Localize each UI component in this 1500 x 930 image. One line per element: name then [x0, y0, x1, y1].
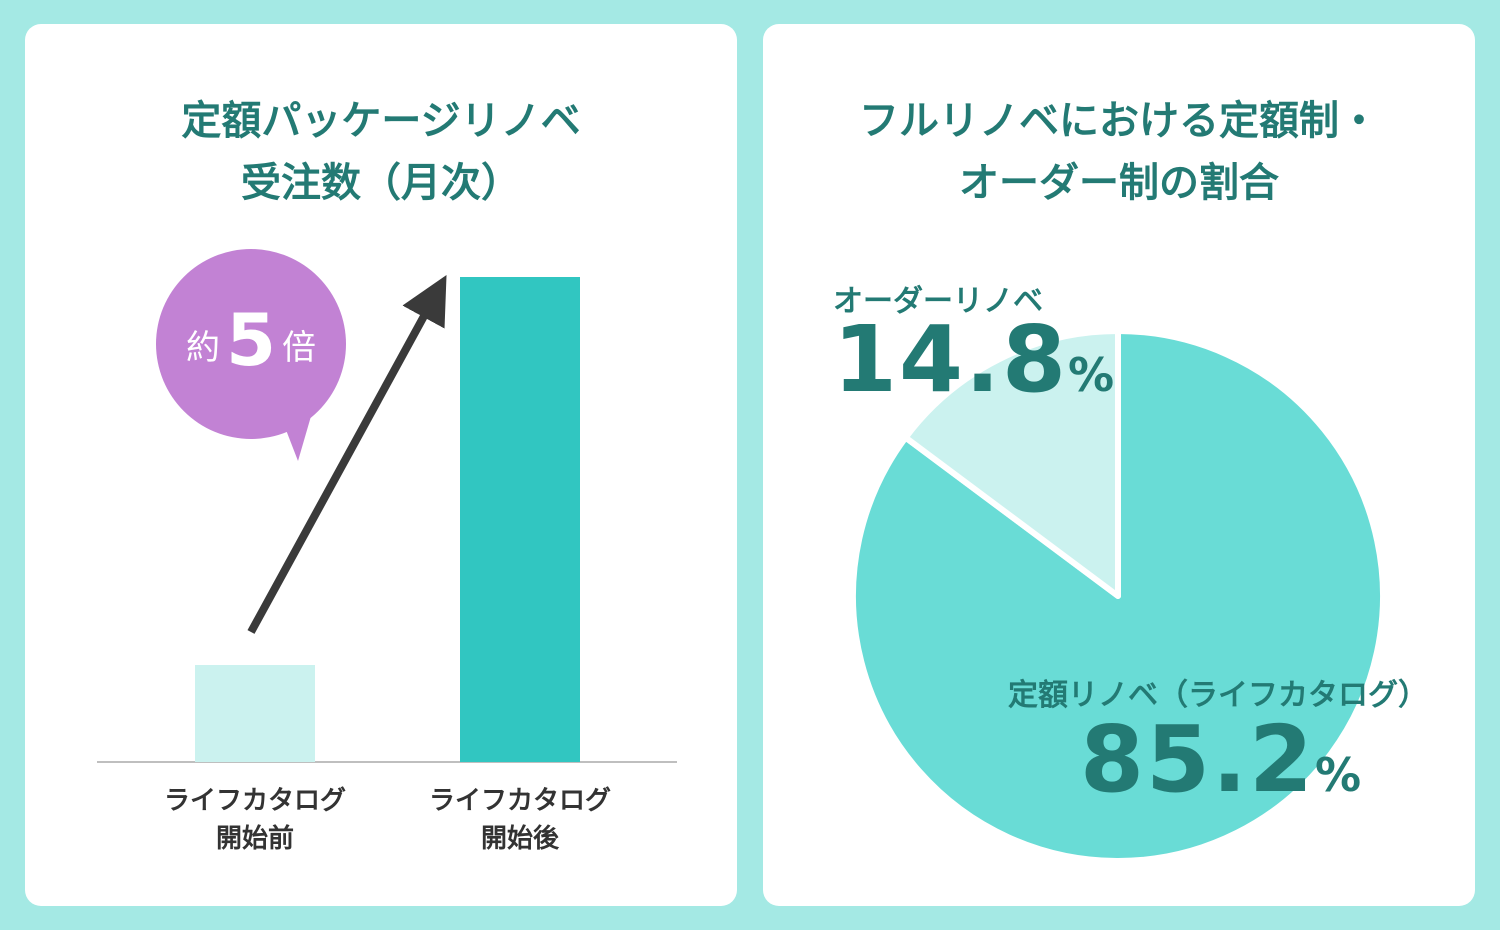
x-tick-label-before-line-2: 開始前: [215, 824, 294, 854]
pie-chart-title-line-1: フルリノベにおける定額制・: [859, 98, 1379, 144]
up-right-arrow-icon: [247, 274, 447, 634]
multiplier-bubble: 約 5 倍: [156, 249, 346, 461]
bar-before: [195, 665, 315, 762]
fixed-slice-label: 定額リノベ（ライフカタログ） 85.2%: [1008, 670, 1428, 813]
speech-bubble-icon: [156, 249, 346, 461]
bar-after: [460, 277, 580, 762]
x-tick-label-after-line-2: 開始後: [480, 824, 559, 854]
multiplier-number: 5: [225, 298, 277, 382]
bar-chart-panel: 定額パッケージリノベ 受注数（月次） 約 5 倍 ライフカタログ 開始前 ライフ…: [25, 24, 737, 906]
order-slice-unit: %: [1068, 348, 1115, 402]
order-slice-label: オーダーリノベ 14.8%: [833, 276, 1114, 413]
fixed-slice-unit: %: [1315, 748, 1362, 802]
fixed-slice-name: 定額リノベ（ライフカタログ）: [1008, 678, 1428, 713]
pie-chart-title-line-2: オーダー制の割合: [959, 160, 1279, 206]
bar-chart-title: 定額パッケージリノベ 受注数（月次）: [25, 90, 737, 214]
multiplier-prefix: 約: [185, 327, 220, 368]
x-tick-label-after-line-1: ライフカタログ: [428, 786, 611, 816]
multiplier-text: 約 5 倍: [156, 249, 346, 439]
bar-chart-title-line-2: 受注数（月次）: [241, 160, 521, 206]
pie-chart: [850, 328, 1386, 864]
x-tick-label-after: ライフカタログ 開始後: [390, 782, 650, 858]
order-slice-value-group: 14.8%: [833, 306, 1114, 413]
x-tick-label-before: ライフカタログ 開始前: [125, 782, 385, 858]
order-slice-value: 14.8: [833, 306, 1068, 413]
order-slice-name: オーダーリノベ: [833, 284, 1043, 319]
x-tick-label-before-line-1: ライフカタログ: [163, 786, 346, 816]
pie-chart-panel: フルリノベにおける定額制・ オーダー制の割合 オーダーリノベ 14.8% 定額リ…: [763, 24, 1475, 906]
bar-chart-title-line-1: 定額パッケージリノベ: [181, 98, 581, 144]
fixed-slice-value: 85.2: [1080, 706, 1315, 813]
pie-chart-title: フルリノベにおける定額制・ オーダー制の割合: [763, 90, 1475, 214]
multiplier-suffix: 倍: [282, 327, 317, 368]
pie-slice-order: [902, 328, 1121, 599]
fixed-slice-value-group: 85.2%: [1008, 706, 1428, 813]
bar-chart: [97, 274, 677, 763]
